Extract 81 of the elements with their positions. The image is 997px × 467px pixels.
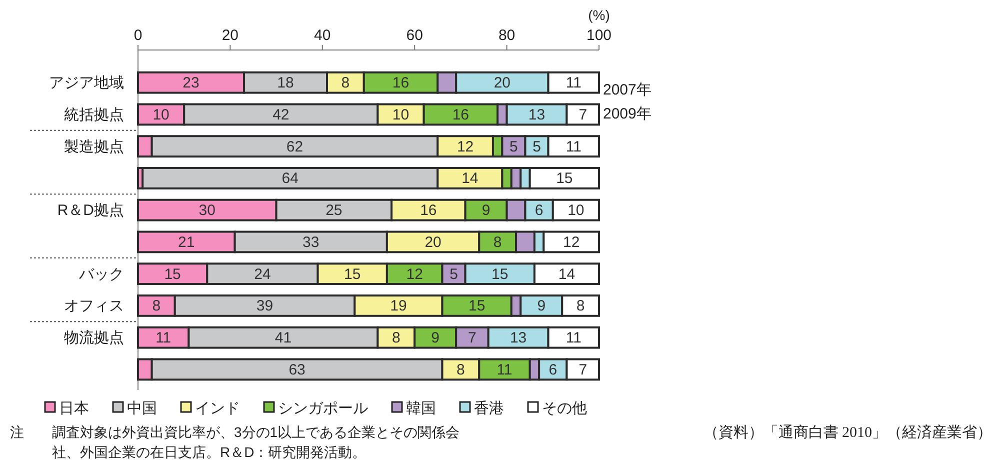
x-tick-label: 40 [314,27,331,44]
x-axis-title: (%) [588,7,610,23]
text: 注 調査対象は外資出資比率が、3分の1以上である企業とその関係会社、外国企業の在日支店。R＆D：研究開発活動。 [10,424,460,460]
y-tick-label: 製造拠点 [64,138,124,156]
legend-label: インド [195,400,240,417]
data-label: 10 [152,106,170,124]
data-label: 15 [344,266,361,283]
legend-label: 韓国 [406,400,436,417]
y-tick-label: R＆D拠点 [57,202,124,220]
data-label: 19 [390,298,407,315]
data-label: 25 [326,202,342,220]
data-label: 16 [452,106,470,124]
data-label: 8 [392,330,400,347]
y-tick-label: 物流拠点 [64,330,124,347]
data-label: 13 [528,106,546,124]
y-tick-label: バック [78,266,124,283]
legend-label: 香港 [474,400,504,417]
data-label: 10 [392,106,410,124]
data-label: 64 [282,170,298,188]
data-label: 18 [277,74,294,92]
data-label: 15 [468,298,486,315]
text: 2007年 [603,82,652,99]
data-label: 11 [566,138,582,156]
y-tick-label: オフィス [64,298,124,315]
legend-label: 中国 [127,400,157,417]
data-label: 6 [534,202,544,220]
data-label: 7 [578,361,588,378]
data-label: 11 [156,330,172,347]
data-label: 9 [537,298,546,315]
data-label: 21 [178,234,195,251]
data-label: 33 [302,234,320,251]
data-label: 5 [450,266,458,283]
y-tick-label: 統括拠点 [64,106,124,124]
data-label: 15 [492,266,508,283]
x-tick-label: 0 [134,27,142,44]
x-tick-label: 60 [406,27,423,44]
y-tick-label: アジア地域 [49,74,124,92]
legend-label: その他 [542,400,587,417]
data-label: 8 [341,74,350,92]
data-label: 41 [274,330,292,347]
data-label: 24 [254,266,271,283]
data-label: 8 [493,234,502,251]
data-label: 63 [288,361,306,378]
x-tick-label: 80 [498,27,516,44]
data-label: 12 [456,138,474,156]
data-label: 8 [456,361,465,378]
data-label: 15 [164,266,181,283]
data-label: 9 [431,330,440,347]
data-label: 13 [510,330,527,347]
data-label: 8 [576,298,585,315]
data-label: 62 [286,138,304,156]
data-label: 16 [420,202,437,220]
legend-label: シンガポール [278,400,368,417]
data-label: 42 [272,106,290,124]
text: 2009年 [603,105,652,122]
data-label: 11 [566,330,582,347]
data-label: 7 [578,106,588,124]
data-label: 14 [462,170,478,188]
data-label: 16 [392,74,410,92]
data-label: 14 [558,266,576,283]
text: （資料）「通商白書 2010」（経済産業省） [703,424,992,441]
data-label: 9 [482,202,490,220]
data-label: 12 [562,234,580,251]
data-label: 7 [468,330,476,347]
x-tick-label: 100 [586,27,612,44]
data-label: 6 [548,361,558,378]
data-label: 39 [256,298,274,315]
data-label: 5 [510,138,518,156]
data-label: 10 [568,202,584,220]
data-label: 20 [424,234,442,251]
data-label: 12 [406,266,423,283]
data-label: 11 [496,361,512,378]
data-label: 8 [152,298,161,315]
data-label: 20 [494,74,511,92]
data-label: 15 [556,170,573,188]
legend-label: 日本 [59,400,89,417]
data-label: 23 [182,74,200,92]
data-label: 5 [532,138,541,156]
data-label: 30 [198,202,216,220]
data-label: 11 [566,74,582,92]
x-tick-label: 20 [222,27,239,44]
